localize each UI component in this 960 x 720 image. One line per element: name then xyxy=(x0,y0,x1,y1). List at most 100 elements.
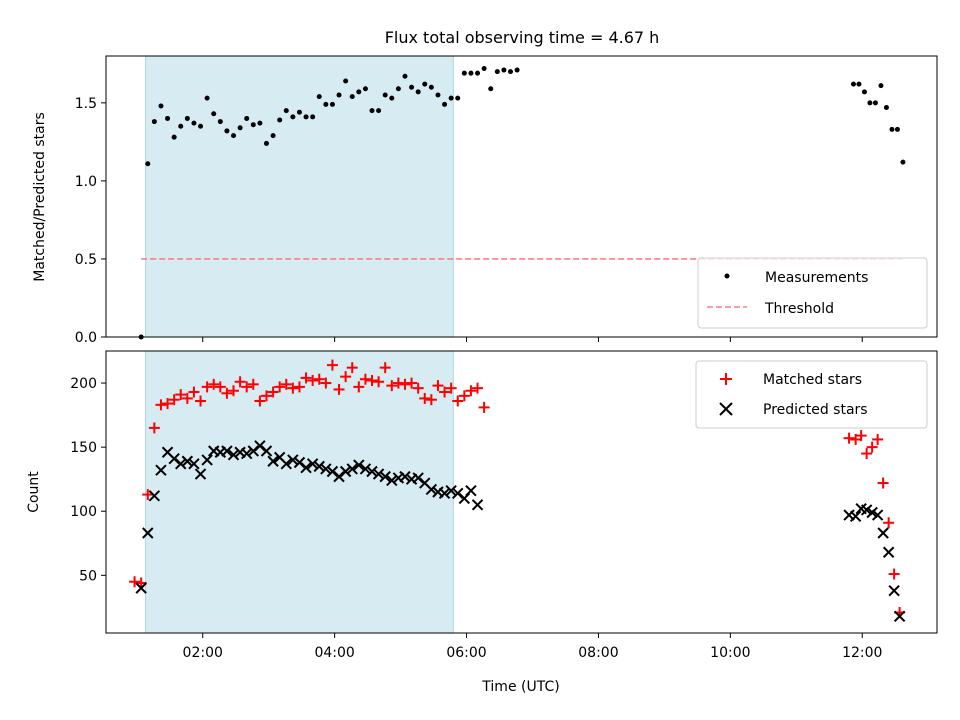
matched-star-point xyxy=(280,378,292,390)
matched-star-point xyxy=(861,448,873,460)
matched-stars-points xyxy=(129,359,906,618)
bottom-y-tick-label: 100 xyxy=(70,504,97,520)
measurement-point xyxy=(310,114,316,120)
matched-star-point xyxy=(181,392,193,404)
matched-star-point xyxy=(439,386,451,398)
predicted-star-point xyxy=(201,454,213,466)
measurement-point xyxy=(422,81,428,87)
matched-star-point xyxy=(843,432,855,444)
measurement-point xyxy=(867,100,873,106)
measurement-point xyxy=(204,95,210,101)
predicted-star-point xyxy=(346,463,358,475)
measurement-point xyxy=(244,115,250,121)
legend-predicted-label: Predicted stars xyxy=(763,402,868,418)
bottom-plot-frame xyxy=(105,350,938,634)
matched-star-point xyxy=(234,376,246,388)
bottom-x-tick-label: 12:00 xyxy=(842,645,882,661)
legend-matched-marker xyxy=(720,373,732,385)
measurement-point xyxy=(277,117,283,123)
matched-star-point xyxy=(195,395,207,407)
predicted-star-point xyxy=(326,465,339,478)
predicted-star-point xyxy=(333,470,345,483)
matched-star-point xyxy=(313,373,325,385)
predicted-star-point xyxy=(471,499,484,511)
bottom-x-label: Time (UTC) xyxy=(481,679,559,695)
top-y-tick-label: 0.0 xyxy=(75,330,97,346)
measurement-point xyxy=(290,114,296,120)
measurement-point xyxy=(237,125,243,131)
matched-star-point xyxy=(465,385,477,397)
predicted-star-point xyxy=(181,455,194,467)
bottom-x-tick-label: 04:00 xyxy=(314,645,354,661)
matched-star-point xyxy=(241,381,253,393)
measurement-point xyxy=(250,122,256,128)
measurement-point xyxy=(283,108,289,114)
matched-star-point xyxy=(228,385,240,397)
predicted-stars-points xyxy=(135,440,906,623)
measurement-point xyxy=(475,70,481,76)
measurement-point xyxy=(395,86,401,92)
predicted-star-point xyxy=(849,510,862,523)
measurement-point xyxy=(224,128,230,134)
figure-title: Flux total observing time = 4.67 h xyxy=(385,28,660,47)
measurement-point xyxy=(303,114,309,120)
matched-star-point xyxy=(877,477,889,489)
measurement-point xyxy=(402,73,408,79)
top-panel: 0.0 0.5 1.0 1.5 Matched/Predicted stars Mea… xyxy=(32,55,938,346)
measurement-point xyxy=(158,103,164,109)
matched-star-point xyxy=(872,433,884,445)
predicted-star-point xyxy=(877,527,889,539)
measurement-point xyxy=(455,95,461,101)
predicted-star-point xyxy=(306,458,319,470)
predicted-star-point xyxy=(227,449,240,461)
predicted-star-point xyxy=(452,487,464,499)
matched-star-point xyxy=(162,398,174,410)
matched-star-point xyxy=(478,401,490,413)
matched-star-point xyxy=(353,381,365,393)
predicted-star-point xyxy=(313,460,325,473)
predicted-star-point xyxy=(339,465,352,478)
measurement-point xyxy=(389,95,395,101)
measurement-point xyxy=(415,89,421,95)
measurement-point xyxy=(343,78,349,84)
matched-star-point xyxy=(188,386,200,398)
predicted-star-point xyxy=(148,490,161,502)
measurement-point xyxy=(872,100,878,106)
matched-star-point xyxy=(866,441,878,453)
measurement-point xyxy=(151,119,157,125)
matched-star-point xyxy=(379,362,391,374)
measurement-point xyxy=(481,65,487,71)
bottom-x-tick-label: 06:00 xyxy=(446,645,486,661)
measurement-point xyxy=(257,120,263,126)
predicted-star-point xyxy=(465,485,477,497)
top-y-tick-label: 1.0 xyxy=(75,174,97,190)
predicted-star-point xyxy=(293,456,306,469)
matched-star-point xyxy=(300,372,312,384)
measurement-point xyxy=(165,115,171,121)
predicted-star-point xyxy=(260,445,273,457)
measurement-point xyxy=(494,69,500,75)
matched-star-point xyxy=(201,381,213,393)
top-y-tick-label: 1.5 xyxy=(75,96,97,112)
measurement-point xyxy=(171,134,177,140)
matched-star-point xyxy=(214,381,226,393)
bottom-y-tick-label: 50 xyxy=(79,568,97,584)
bottom-x-tick-label: 10:00 xyxy=(710,645,750,661)
measurement-point xyxy=(145,161,151,167)
matched-star-point xyxy=(406,377,418,389)
legend-measurements-marker xyxy=(724,273,730,279)
predicted-star-point xyxy=(366,465,378,478)
predicted-star-point xyxy=(445,485,457,497)
measurement-point xyxy=(514,67,520,73)
matched-star-point xyxy=(346,362,358,374)
matched-star-point xyxy=(883,517,895,529)
predicted-star-point xyxy=(882,546,895,558)
measurement-point xyxy=(900,159,906,165)
predicted-star-point xyxy=(221,445,233,457)
measurement-point xyxy=(323,101,329,107)
matched-star-point xyxy=(432,380,444,392)
matched-star-point xyxy=(425,394,437,406)
bottom-y-tick-label: 200 xyxy=(70,376,97,392)
measurement-point xyxy=(356,89,362,95)
predicted-star-point xyxy=(399,470,411,483)
